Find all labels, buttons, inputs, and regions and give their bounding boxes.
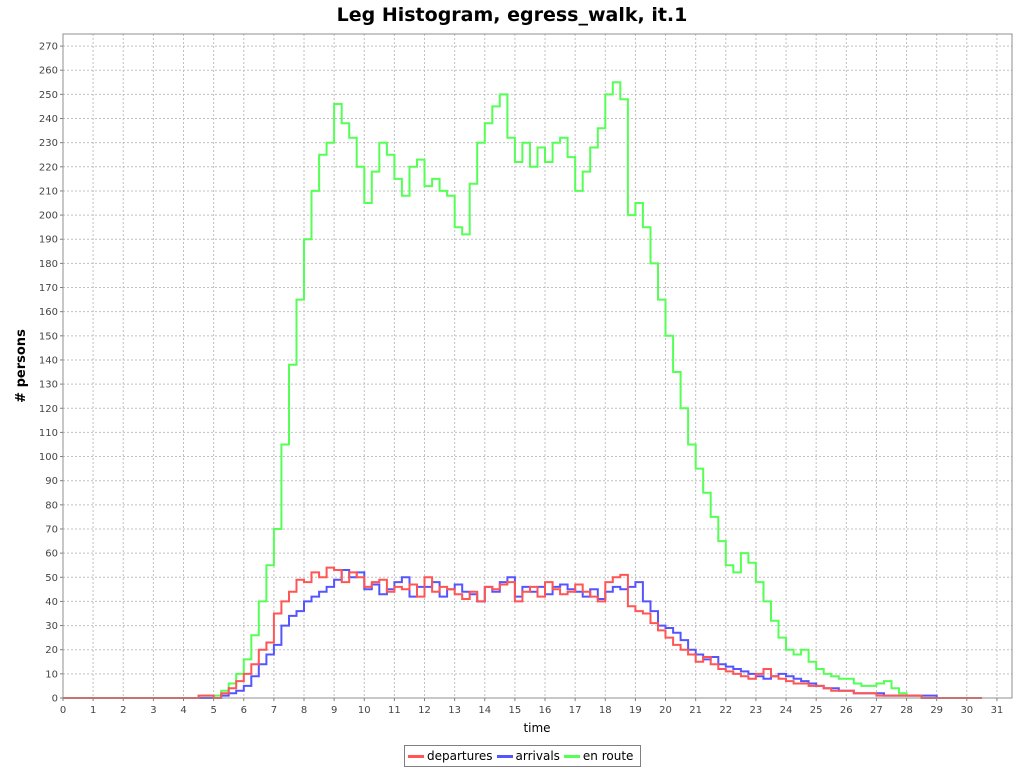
- y-tick-label: 90: [45, 476, 58, 487]
- series-line-departures: [63, 566, 982, 699]
- x-tick-label: 30: [960, 705, 973, 716]
- y-axis-label: # persons: [14, 329, 29, 403]
- x-tick-label: 2: [120, 705, 126, 716]
- x-tick-label: 22: [719, 705, 732, 716]
- y-tick-label: 110: [39, 428, 58, 439]
- y-tick-label: 210: [39, 186, 58, 197]
- legend-swatch-arrivals: [496, 754, 513, 758]
- x-tick-label: 11: [388, 705, 401, 716]
- x-tick-label: 21: [689, 705, 702, 716]
- plot-area: [63, 34, 1012, 698]
- y-tick-label: 250: [39, 90, 58, 101]
- legend: departures arrivals en route: [404, 745, 642, 767]
- y-tick-label: 220: [39, 162, 58, 173]
- y-tick-label: 240: [39, 114, 58, 125]
- y-tick-label: 150: [39, 331, 58, 342]
- x-tick-label: 4: [180, 705, 186, 716]
- y-tick-label: 30: [45, 621, 58, 632]
- y-tick-label: 40: [45, 597, 58, 608]
- x-tick-label: 31: [991, 705, 1004, 716]
- y-tick-label: 160: [39, 307, 58, 318]
- y-tick-label: 260: [39, 66, 58, 77]
- x-tick-label: 6: [241, 705, 247, 716]
- y-tick-label: 200: [39, 211, 58, 222]
- y-tick-label: 180: [39, 259, 58, 270]
- legend-label-arrivals: arrivals: [515, 749, 560, 763]
- x-tick-label: 15: [509, 705, 522, 716]
- legend-label-en-route: en route: [582, 749, 634, 763]
- legend-item-departures: departures: [408, 749, 493, 763]
- x-axis-label: time: [523, 721, 550, 735]
- x-tick-label: 12: [418, 705, 431, 716]
- y-tick-label: 0: [52, 694, 58, 705]
- x-tick-label: 23: [750, 705, 763, 716]
- x-tick-label: 13: [448, 705, 461, 716]
- y-tick-label: 130: [39, 380, 58, 391]
- x-tick-label: 28: [900, 705, 913, 716]
- x-tick-label: 29: [930, 705, 943, 716]
- x-tick-label: 16: [539, 705, 552, 716]
- x-tick-label: 3: [150, 705, 156, 716]
- x-tick-label: 8: [301, 705, 307, 716]
- axes: 0 1 2 3 4 5 6 7 8 9 10 11 12 13 14 15 16 17 18 19 20 21 22 23 24…: [39, 42, 1003, 716]
- y-tick-label: 170: [39, 283, 58, 294]
- y-tick-label: 60: [45, 549, 58, 560]
- y-tick-label: 20: [45, 645, 58, 656]
- x-tick-label: 27: [870, 705, 883, 716]
- x-tick-label: 9: [331, 705, 337, 716]
- x-tick-label: 25: [810, 705, 823, 716]
- legend-swatch-en-route: [563, 754, 580, 758]
- chart-title: Leg Histogram, egress_walk, it.1: [336, 4, 688, 26]
- x-tick-label: 14: [478, 705, 491, 716]
- x-tick-label: 18: [599, 705, 612, 716]
- series-line-en-route: [63, 81, 982, 699]
- x-tick-label: 20: [659, 705, 672, 716]
- x-tick-label: 5: [210, 705, 216, 716]
- x-tick-label: 19: [629, 705, 642, 716]
- y-tick-label: 140: [39, 355, 58, 366]
- x-tick-label: 1: [90, 705, 96, 716]
- series-line-arrivals: [63, 569, 982, 699]
- x-tick-label: 7: [271, 705, 277, 716]
- x-tick-label: 0: [60, 705, 66, 716]
- y-tick-label: 100: [39, 452, 58, 463]
- x-tick-label: 17: [569, 705, 582, 716]
- y-tick-label: 10: [45, 669, 58, 680]
- data-series: [63, 81, 982, 699]
- x-tick-label: 10: [358, 705, 371, 716]
- y-tick-label: 80: [45, 500, 58, 511]
- plot-border: [62, 33, 1013, 699]
- legend-label-departures: departures: [427, 749, 493, 763]
- y-tick-label: 50: [45, 573, 58, 584]
- x-tick-label: 26: [840, 705, 853, 716]
- legend-swatch-departures: [408, 754, 424, 758]
- y-tick-label: 120: [39, 404, 58, 415]
- y-tick-label: 230: [39, 138, 58, 149]
- legend-item-arrivals: arrivals: [496, 749, 560, 763]
- y-tick-label: 270: [39, 42, 58, 53]
- y-tick-label: 70: [45, 524, 58, 535]
- x-tick-label: 24: [780, 705, 793, 716]
- legend-item-en-route: en route: [563, 749, 634, 763]
- y-tick-label: 190: [39, 235, 58, 246]
